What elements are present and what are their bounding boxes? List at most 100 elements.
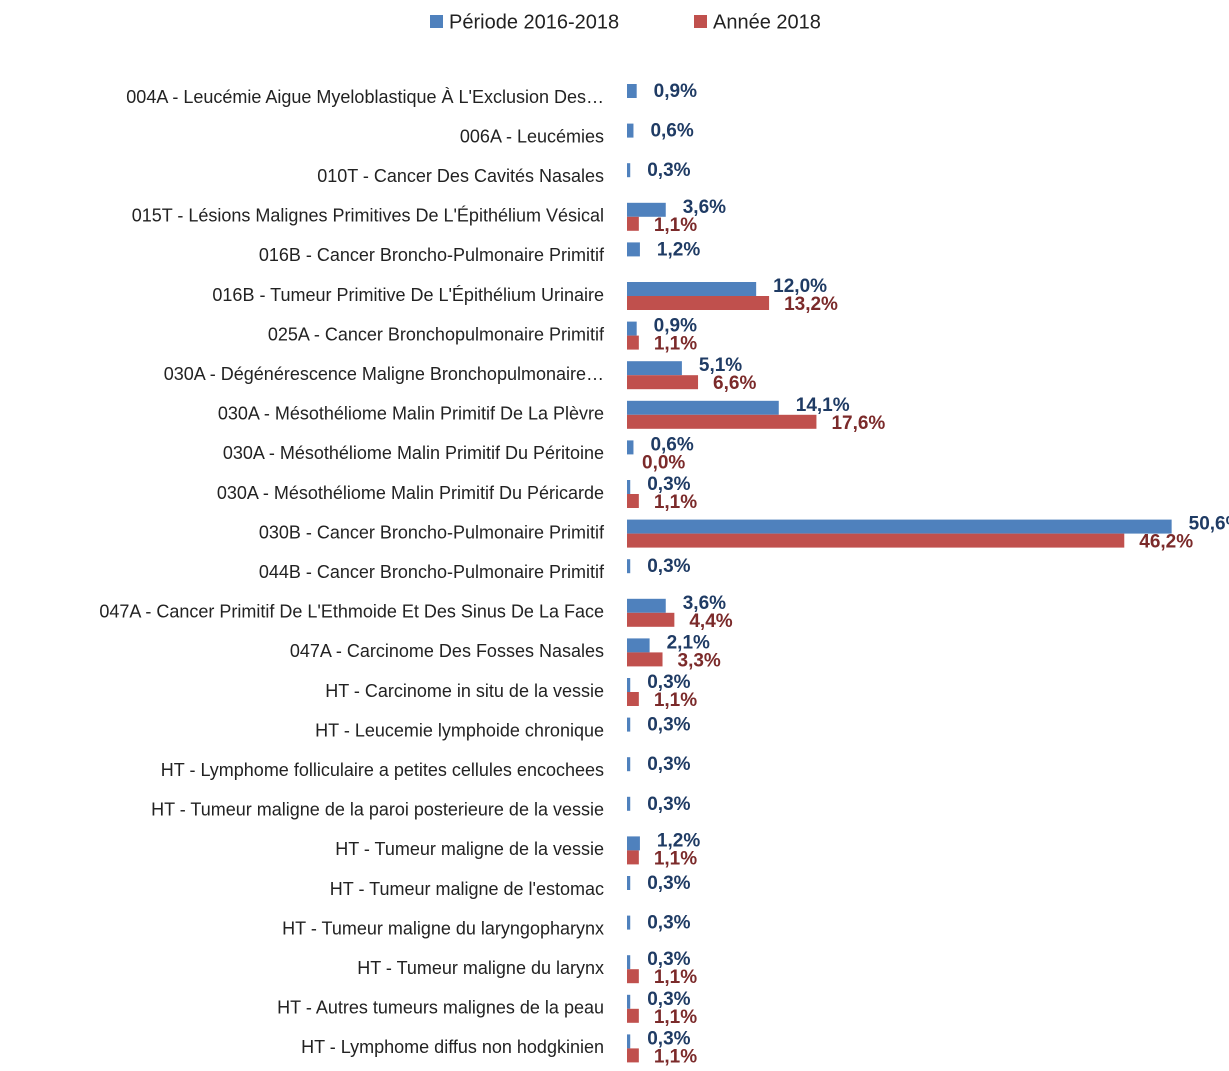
bar — [627, 335, 639, 350]
category-label: 004A - Leucémie Aigue Myeloblastique À L… — [126, 87, 604, 107]
legend-swatch — [430, 15, 443, 28]
value-label: 0,3% — [647, 474, 690, 495]
category-label: HT - Tumeur maligne de la vessie — [335, 839, 604, 859]
bar — [627, 440, 634, 455]
value-label: 1,1% — [654, 334, 697, 355]
bar — [627, 480, 631, 494]
category-label: 047A - Carcinome Des Fosses Nasales — [290, 641, 604, 661]
value-label: 13,2% — [784, 294, 838, 315]
value-label: 1,2% — [657, 239, 700, 260]
category-label: HT - Autres tumeurs malignes de la peau — [277, 998, 604, 1018]
bar — [627, 84, 637, 98]
bar — [627, 494, 639, 508]
bar — [627, 163, 631, 178]
value-label: 1,1% — [654, 215, 697, 236]
category-label: HT - Tumeur maligne du larynx — [357, 958, 604, 978]
category-label: 006A - Leucémies — [460, 126, 604, 146]
bar — [627, 400, 779, 415]
value-label: 1,1% — [654, 967, 697, 988]
category-label: HT - Tumeur maligne de l'estomac — [330, 879, 604, 899]
category-label: HT - Tumeur maligne de la paroi posterie… — [151, 800, 604, 820]
bar — [627, 598, 666, 613]
value-label: 0,3% — [647, 715, 690, 736]
value-label: 3,6% — [683, 593, 726, 614]
category-label: 016B - Tumeur Primitive De L'Épithélium … — [212, 285, 604, 305]
category-label: 030A - Dégénérescence Maligne Bronchopul… — [164, 364, 604, 384]
bar — [627, 994, 631, 1009]
category-label: 047A - Cancer Primitif De L'Ethmoide Et … — [99, 602, 604, 622]
bar — [627, 216, 639, 231]
bar — [627, 796, 631, 811]
value-label: 0,3% — [647, 672, 690, 693]
bar — [627, 375, 699, 390]
value-label: 1,1% — [654, 1007, 697, 1028]
bar — [627, 519, 1172, 534]
bar — [627, 1008, 639, 1023]
category-label: HT - Leucemie lymphoide chronique — [315, 720, 604, 740]
bar — [627, 955, 631, 970]
value-label: 0,3% — [647, 873, 690, 894]
category-label: HT - Tumeur maligne du laryngopharynx — [282, 918, 604, 938]
value-label: 0,9% — [654, 81, 697, 102]
bar — [627, 242, 640, 257]
bar — [627, 123, 634, 138]
value-label: 3,3% — [678, 650, 721, 671]
bar — [627, 638, 650, 653]
value-label: 6,6% — [713, 373, 756, 394]
value-label: 0,3% — [647, 989, 690, 1010]
category-label: 030B - Cancer Broncho-Pulmonaire Primiti… — [259, 522, 605, 542]
bar — [627, 1034, 631, 1049]
value-label: 0,0% — [642, 452, 685, 473]
value-label: 50,6% — [1189, 514, 1229, 535]
value-label: 0,9% — [654, 316, 697, 337]
value-label: 0,3% — [647, 949, 690, 970]
bar — [627, 296, 770, 310]
value-label: 5,1% — [699, 355, 742, 376]
value-label: 12,0% — [773, 276, 827, 297]
legend-label: Période 2016-2018 — [449, 11, 619, 33]
value-label: 0,3% — [647, 556, 690, 577]
value-label: 1,1% — [654, 1046, 697, 1067]
category-label: HT - Lymphome folliculaire a petites cel… — [161, 760, 604, 780]
bar — [627, 876, 631, 890]
legend-swatch — [694, 15, 707, 28]
bar — [627, 321, 637, 336]
legend-label: Année 2018 — [713, 11, 821, 33]
bar — [627, 361, 682, 376]
value-label: 0,3% — [647, 794, 690, 815]
category-label: 025A - Cancer Bronchopulmonaire Primitif — [268, 324, 605, 344]
category-label: HT - Carcinome in situ de la vessie — [325, 681, 604, 701]
bar — [627, 757, 631, 772]
bar — [627, 652, 663, 667]
bar — [627, 836, 640, 851]
value-label: 14,1% — [796, 395, 850, 416]
category-label: 044B - Cancer Broncho-Pulmonaire Primiti… — [259, 562, 605, 582]
bar — [627, 969, 639, 984]
value-label: 46,2% — [1139, 532, 1193, 553]
value-label: 0,3% — [647, 754, 690, 775]
category-label: 010T - Cancer Des Cavités Nasales — [317, 166, 604, 186]
bar — [627, 612, 675, 627]
value-label: 0,3% — [647, 1028, 690, 1049]
bar — [627, 414, 817, 429]
bar — [627, 533, 1125, 548]
bar — [627, 692, 639, 706]
bar — [627, 850, 639, 865]
bar — [627, 282, 757, 296]
value-label: 0,3% — [647, 913, 690, 934]
value-label: 4,4% — [689, 611, 732, 632]
category-label: 030A - Mésothéliome Malin Primitif Du Pé… — [217, 483, 604, 503]
value-label: 2,1% — [667, 632, 710, 653]
value-label: 0,6% — [650, 121, 693, 142]
value-label: 1,1% — [654, 690, 697, 711]
category-label: 030A - Mésothéliome Malin Primitif Du Pé… — [223, 443, 604, 463]
bar — [627, 915, 631, 930]
category-label: 015T - Lésions Malignes Primitives De L'… — [132, 206, 604, 226]
category-label: 030A - Mésothéliome Malin Primitif De La… — [218, 404, 604, 424]
value-label: 1,2% — [657, 830, 700, 851]
bar — [627, 1048, 639, 1063]
value-label: 1,1% — [654, 492, 697, 513]
bar — [627, 678, 631, 692]
value-label: 1,1% — [654, 848, 697, 869]
